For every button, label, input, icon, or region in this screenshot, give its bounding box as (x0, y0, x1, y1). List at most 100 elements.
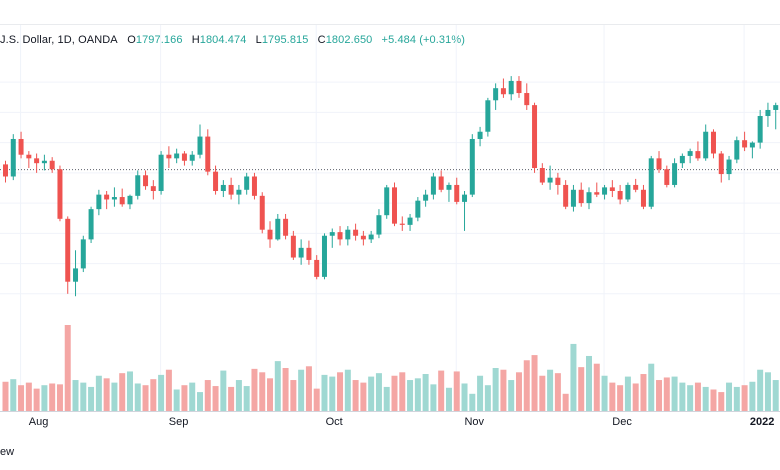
candle-body (127, 195, 133, 205)
candle-body (625, 184, 631, 200)
volume-bar (399, 372, 406, 411)
volume-bar (539, 375, 546, 411)
candle-body (329, 232, 335, 236)
volume-bar (337, 372, 344, 411)
candle-body (290, 235, 296, 258)
symbol-label: J.S. Dollar, 1D, OANDA (0, 34, 118, 46)
volume-bar (329, 376, 336, 411)
volume-bar (228, 386, 235, 411)
chart-legend: J.S. Dollar, 1D, OANDA O1797.166 H1804.4… (0, 32, 465, 48)
volume-bar (173, 389, 180, 411)
candle-body (454, 184, 460, 202)
candle-body (345, 229, 351, 240)
volume-bar (617, 385, 624, 411)
volume-bar (508, 380, 515, 411)
candle-body (80, 239, 86, 269)
candle-body (26, 154, 32, 159)
volume-bar (282, 368, 289, 411)
time-axis-line (0, 411, 780, 412)
x-tick-label: Oct (325, 416, 343, 428)
volume-bar (624, 376, 631, 411)
volume-bar (656, 380, 663, 411)
candle-body (166, 154, 172, 159)
volume-bar (601, 375, 608, 411)
candle-body (88, 209, 94, 240)
volume-bar (251, 368, 258, 411)
candle-body (555, 177, 561, 185)
candle-body (275, 218, 281, 240)
volume-bar (586, 355, 592, 411)
candle-body (718, 153, 724, 175)
volume-bar (41, 385, 48, 411)
candle-body (158, 154, 164, 191)
volume-bar (671, 376, 678, 411)
volume-bar (531, 355, 538, 411)
volume-bar (562, 393, 569, 411)
candle-body (493, 88, 499, 101)
candle-body (321, 235, 327, 277)
volume-bar (477, 375, 484, 411)
candle-body (757, 116, 763, 143)
volume-bar (33, 388, 40, 411)
volume-bar (640, 374, 647, 411)
volume-bar (368, 376, 375, 411)
candle-body (438, 176, 444, 190)
candle-body (765, 109, 771, 117)
volume-bar (103, 378, 110, 411)
volume-bar (72, 380, 79, 411)
volume-bar (313, 388, 320, 411)
volume-bar (648, 363, 655, 411)
candle-body (197, 136, 203, 155)
candle-body (516, 80, 522, 94)
candle-body (384, 187, 390, 216)
top-divider (0, 24, 780, 25)
candle-body (734, 140, 740, 160)
candle-body (407, 217, 413, 225)
candle-body (244, 176, 250, 190)
volume-bar (718, 392, 725, 411)
candle-body (469, 138, 475, 195)
volume-bar (134, 383, 141, 411)
x-tick-label: Dec (612, 416, 632, 428)
candle-body (547, 177, 553, 183)
candle-body (679, 155, 685, 164)
candle-body (181, 153, 187, 161)
volume-bar (663, 377, 670, 411)
volume-bar (220, 370, 227, 411)
candle-body (41, 160, 47, 164)
volume-bar (733, 386, 740, 411)
candle-body (640, 189, 646, 207)
candle-body (10, 138, 16, 177)
candle-body (57, 169, 63, 219)
volume-bar (430, 384, 437, 411)
volume-bar (305, 366, 312, 411)
volume-bar (407, 380, 414, 411)
candle-body (399, 223, 405, 225)
candle-body (368, 234, 374, 240)
candle-body (353, 229, 359, 236)
volume-bar (243, 386, 250, 411)
candle-body (119, 197, 125, 205)
candle-body (220, 184, 226, 191)
volume-bar (726, 382, 733, 411)
volume-bar (523, 360, 530, 411)
volume-bar (298, 369, 305, 411)
volume-bar (687, 385, 694, 411)
volume-bar (142, 385, 149, 411)
volume-bar (593, 363, 600, 411)
volume-bar (515, 372, 522, 411)
volume-bar (25, 382, 32, 411)
candle-body (710, 131, 716, 154)
volume-bar (741, 385, 748, 411)
candle-body (664, 169, 670, 185)
volume-bar (547, 369, 554, 411)
candle-body (656, 158, 662, 170)
candle-body (236, 189, 242, 195)
volume-bar (181, 385, 188, 411)
x-tick-label: Sep (168, 416, 189, 428)
candle-body (135, 175, 141, 196)
candle-body (143, 175, 149, 187)
volume-bar (772, 380, 779, 411)
candle-body (524, 93, 530, 106)
